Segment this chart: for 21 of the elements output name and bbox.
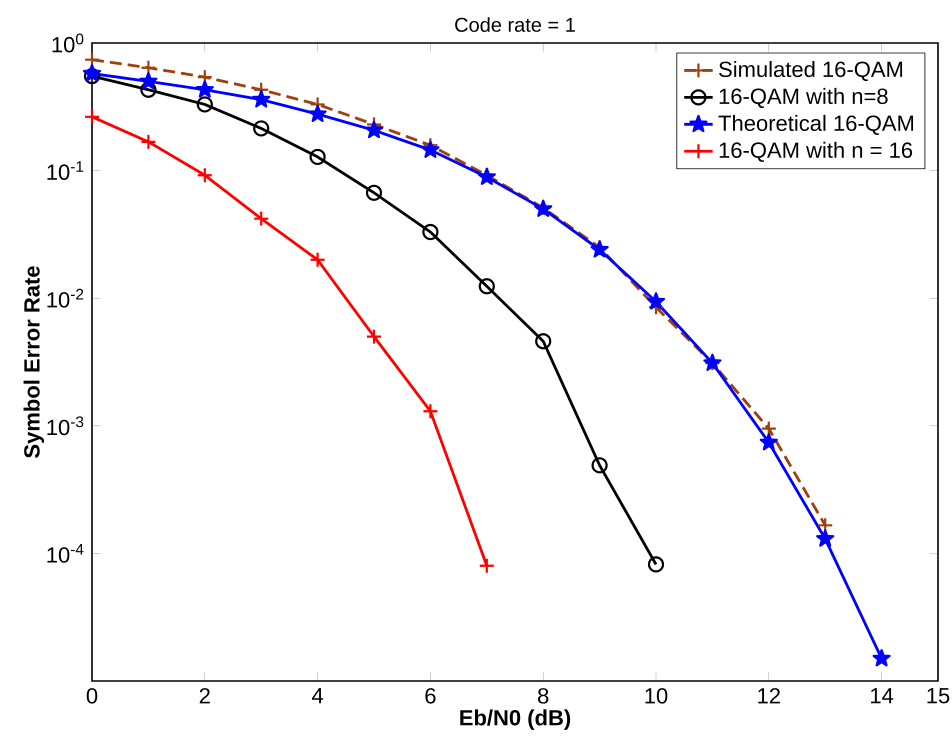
- y-tick-label: 10$^{0}$: [52, 34, 84, 52]
- chart-title: Code rate = 1: [455, 17, 575, 32]
- x-tick-label: 10: [645, 688, 668, 704]
- x-tick-label: 14: [871, 688, 894, 704]
- x-tick-label: 8: [538, 688, 548, 704]
- legend-label: 16-QAM with n=8: [720, 88, 888, 108]
- x-tick-label: 0: [86, 688, 98, 704]
- y-tick-label: 10$^{-2}$: [47, 288, 84, 308]
- x-tick-label: 12: [758, 688, 780, 704]
- y-tick-label: 10$^{-3}$: [47, 416, 84, 436]
- legend-label: Simulated 16-QAM: [719, 60, 902, 82]
- x-tick-label: 4: [312, 688, 324, 704]
- x-axis-title: Eb/N0 (dB): [460, 709, 570, 730]
- y-axis-title: Symbol Error Rate: [24, 266, 44, 458]
- x-tick-label: 6: [425, 688, 436, 704]
- y-tick-label: 10$^{-1}$: [47, 161, 84, 180]
- legend-label: Theoretical 16-QAM: [718, 114, 914, 135]
- x-tick-label: 2: [200, 688, 210, 704]
- x-tick-label: 15: [927, 688, 950, 704]
- y-tick-label: 10$^{-4}$: [47, 544, 84, 563]
- legend-label: 16-QAM with n = 16: [720, 142, 912, 162]
